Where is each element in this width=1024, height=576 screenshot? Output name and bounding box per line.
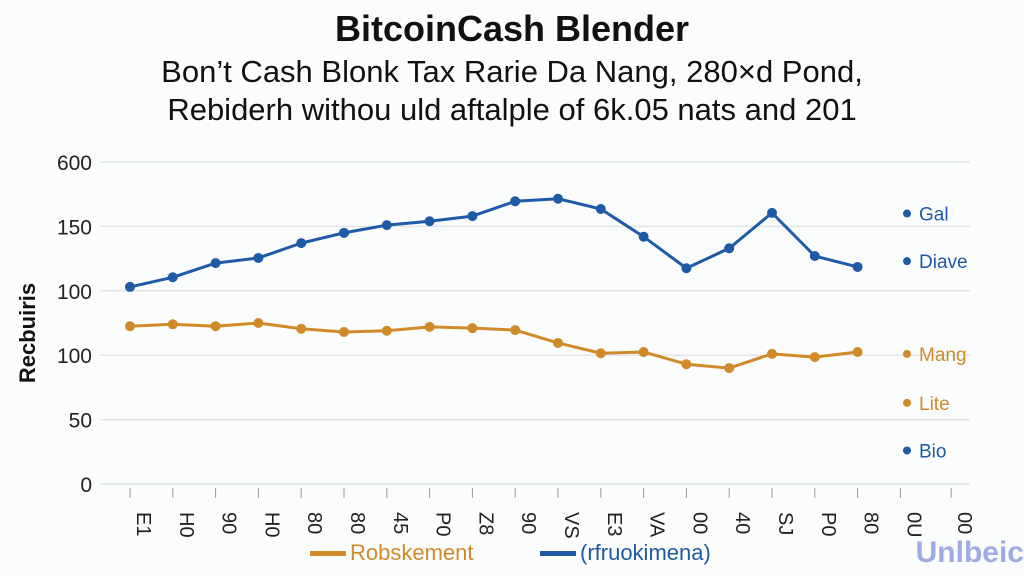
data-point — [424, 216, 435, 227]
x-tick-label: 80 — [346, 512, 368, 534]
x-tick-label: E1 — [132, 512, 154, 536]
data-point — [167, 319, 178, 330]
data-point — [809, 251, 820, 262]
data-point — [339, 327, 349, 338]
annotation-dot — [903, 349, 911, 358]
legend-swatch — [310, 550, 346, 556]
x-tick-label: Z8 — [474, 512, 496, 535]
data-point — [767, 348, 777, 359]
x-tick-label: P0 — [817, 512, 839, 536]
data-point — [681, 263, 692, 274]
series-line-2 — [129, 197, 858, 289]
x-tick-label: 00 — [688, 512, 710, 534]
annotation-label: Diave — [919, 252, 968, 273]
data-point — [852, 261, 863, 272]
x-tick-label: 80 — [303, 512, 325, 534]
data-point — [253, 252, 264, 263]
data-point — [767, 207, 777, 218]
data-point — [467, 211, 478, 222]
data-point — [296, 238, 307, 249]
y-tick-label: 0 — [80, 474, 92, 497]
x-tick-label: 40 — [731, 512, 753, 534]
x-tick-label: SJ — [774, 512, 796, 535]
legend-item-series-1: Robskement — [310, 540, 474, 566]
chart-subtitle-line-2: Rebiderh withou uld aftalple of 6k.05 na… — [167, 92, 857, 127]
x-tick-label: 0U — [902, 512, 924, 538]
annotation-label: Gal — [919, 205, 949, 226]
annotation-dot — [903, 446, 911, 455]
x-tick-label: VA — [646, 512, 668, 538]
y-tick-label: 600 — [57, 152, 92, 175]
chart-title: BitcoinCash Blender — [334, 8, 690, 49]
data-point — [167, 272, 178, 283]
annotation-label: Lite — [919, 394, 950, 415]
data-point — [595, 348, 606, 359]
data-point — [339, 227, 349, 238]
data-point — [809, 352, 820, 363]
data-point — [424, 321, 435, 332]
data-point — [510, 196, 521, 207]
data-point — [638, 346, 649, 357]
x-tick-label: 45 — [389, 512, 411, 534]
data-point — [553, 193, 563, 204]
annotation-dot — [903, 257, 911, 266]
data-point — [253, 318, 264, 328]
y-tick-label: 50 — [69, 410, 92, 433]
x-tick-label: 90 — [517, 512, 539, 534]
legend-label: (rfruokimena) — [580, 540, 711, 565]
data-point — [638, 231, 649, 242]
legend-label: Robskement — [350, 540, 474, 565]
data-point — [681, 359, 692, 370]
data-point — [210, 258, 221, 269]
data-point — [510, 325, 521, 336]
series-line-1 — [129, 321, 858, 370]
data-point — [381, 325, 392, 336]
data-point — [724, 243, 735, 254]
x-tick-label: P0 — [432, 512, 454, 536]
data-point — [724, 363, 735, 374]
x-tick-label: 00 — [953, 512, 975, 534]
annotation-dot — [903, 209, 911, 218]
x-tick-label: E3 — [603, 512, 625, 536]
annotation-dot — [903, 398, 911, 407]
data-point — [125, 281, 135, 292]
annotation-label: Bio — [919, 442, 946, 463]
data-point — [595, 204, 606, 215]
legend-swatch — [540, 550, 576, 556]
annotation-label: Mang — [919, 345, 967, 366]
x-tick-label: 80 — [860, 512, 882, 534]
x-tick-label: H0 — [260, 512, 282, 538]
data-point — [381, 220, 392, 231]
chart-subtitle-line-1: Bon’t Cash Blonk Tax Rarie Da Nang, 280×… — [161, 54, 863, 89]
y-tick-label: 100 — [57, 345, 92, 368]
data-point — [125, 321, 135, 332]
y-tick-label: 150 — [57, 216, 92, 239]
x-tick-label: 90 — [218, 512, 240, 534]
data-point — [852, 346, 863, 357]
data-point — [553, 337, 563, 348]
watermark-logo: Unlbeic — [915, 536, 1024, 569]
data-point — [467, 323, 478, 334]
x-tick-label: VS — [560, 512, 582, 539]
data-point — [296, 323, 307, 334]
legend-item-series-2: (rfruokimena) — [540, 540, 711, 566]
y-tick-label: 100 — [57, 281, 92, 304]
data-point — [210, 321, 221, 332]
x-tick-label: H0 — [175, 512, 197, 538]
